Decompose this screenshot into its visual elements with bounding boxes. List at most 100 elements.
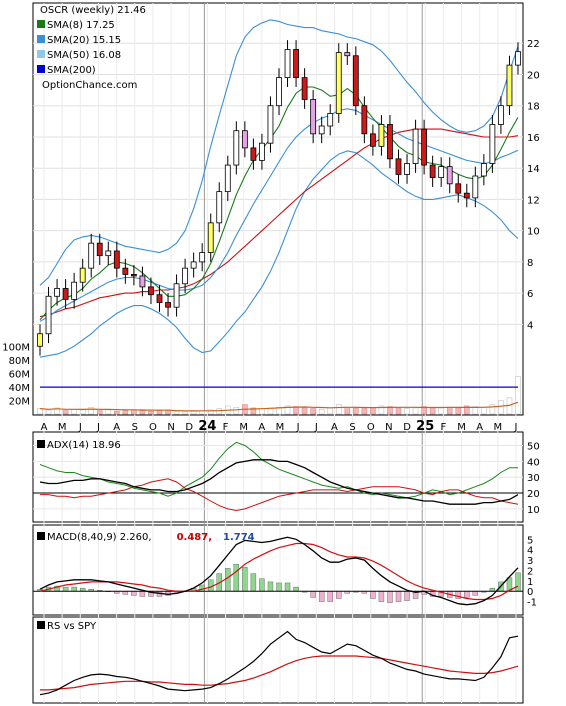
price-y-tick-label: 4 <box>527 320 533 331</box>
candle-body <box>71 281 78 300</box>
x-tick-label: M <box>494 422 503 433</box>
volume-bar <box>216 408 223 415</box>
volume-bar <box>395 407 402 415</box>
macd-y-tick-label: 4 <box>527 546 533 557</box>
candle-body <box>182 267 189 285</box>
volume-bar <box>438 407 444 415</box>
x-tick-label: D <box>403 422 411 433</box>
candle-body <box>515 51 521 66</box>
candle-body <box>96 242 103 257</box>
x-tick-label: J <box>296 422 300 433</box>
adx-y-tick-label: 10 <box>527 505 540 516</box>
macd-y-tick-label: 0 <box>527 587 533 598</box>
x-tick-label: M <box>239 422 248 433</box>
price-y-tick-label: 6 <box>527 289 533 300</box>
legends: OSCR (weekly) 21.46 SMA(8) 17.25 SMA(20) 1… <box>37 5 255 632</box>
x-tick-label: A <box>476 422 483 433</box>
candle-body <box>165 302 171 308</box>
plus-di-line <box>39 441 518 499</box>
volume-bar <box>429 406 436 415</box>
candle-body <box>421 128 428 166</box>
price-y-tick-label: 22 <box>527 39 540 50</box>
volume-bar <box>370 406 376 415</box>
volume-bar <box>182 411 188 415</box>
x-tick-label: F <box>441 422 447 433</box>
macd-histogram-bar <box>318 591 325 602</box>
price-y-tick-label: 18 <box>527 102 540 113</box>
macd-histogram-bar <box>310 591 316 598</box>
volume-bar <box>207 409 214 415</box>
price-panel-frame <box>32 2 524 416</box>
macd-histogram-bar <box>404 591 410 601</box>
volume-bar <box>88 406 95 415</box>
volume-bar <box>96 410 103 415</box>
volume-bar <box>37 408 43 415</box>
rs-average-line <box>40 655 519 691</box>
candle-body <box>130 273 137 277</box>
candle-body <box>387 124 393 160</box>
volume-bar <box>335 404 342 415</box>
volume-tick-label: 100M <box>2 343 30 354</box>
candle-body <box>472 175 479 199</box>
volume-bar <box>301 407 308 415</box>
volume-bar <box>233 406 240 415</box>
candle-body <box>498 105 504 125</box>
macd-histogram-bar <box>472 591 479 596</box>
adx-y-tick-label: 50 <box>527 442 540 453</box>
volume-bar <box>284 405 291 415</box>
macd-y-tick-label: 3 <box>527 556 533 567</box>
price-legend-label: SMA(200) <box>47 65 96 76</box>
volume-bar <box>131 409 137 415</box>
volume-bar <box>156 410 163 415</box>
macd-y-tick-label: -1 <box>527 598 537 609</box>
x-tick-label: J <box>78 422 82 433</box>
candle-body <box>54 288 60 297</box>
candle-body <box>480 163 487 177</box>
macd-legend-label: MACD(8,40,9) 2.260, <box>47 532 152 543</box>
legend-swatch <box>37 65 45 73</box>
price-legend-label: OSCR (weekly) 21.46 <box>40 5 146 16</box>
candle-body <box>489 124 496 164</box>
volume-bar <box>489 404 496 415</box>
volume-bar <box>421 406 427 415</box>
rs-legend-label: RS vs SPY <box>47 621 97 632</box>
candle-body <box>207 222 214 253</box>
candle-body <box>113 250 120 269</box>
x-tick-label: M <box>276 422 285 433</box>
macd-legend-label: 1.774 <box>223 532 255 543</box>
candle-body <box>122 267 129 275</box>
macd-histogram-bar <box>250 573 257 592</box>
x-tick-label: O <box>367 422 375 433</box>
rs-panel-frame <box>32 616 524 704</box>
candle-body <box>233 130 240 166</box>
candle-body <box>62 288 69 300</box>
candle-body <box>506 64 513 107</box>
volume-tick-label: 40M <box>9 383 30 394</box>
legend-swatch <box>37 20 45 28</box>
volume-bar <box>45 409 52 415</box>
candle-body <box>301 77 308 100</box>
candle-body <box>241 130 248 149</box>
sma50-line <box>39 128 519 318</box>
candle-body <box>139 275 146 288</box>
candle-body <box>276 77 282 107</box>
volume-bars <box>37 376 521 603</box>
legend-swatch <box>37 621 45 629</box>
macd-histogram-bar <box>293 586 299 592</box>
x-tick-label: D <box>185 422 193 433</box>
candle-body <box>446 166 453 185</box>
x-tick-label: A <box>41 422 48 433</box>
macd-histogram-bar <box>464 591 470 598</box>
candle-body <box>404 163 410 175</box>
macd-histogram-bar <box>259 578 265 592</box>
volume-bar <box>378 405 385 415</box>
macd-histogram-bar <box>71 586 77 592</box>
volume-average-line <box>39 401 519 412</box>
adx-line <box>39 459 519 505</box>
macd-y-tick-label: 5 <box>527 535 533 546</box>
volume-bar <box>54 407 60 415</box>
x-tick-label: M <box>457 422 466 433</box>
candle-body <box>293 49 299 79</box>
candle-body <box>190 261 197 269</box>
